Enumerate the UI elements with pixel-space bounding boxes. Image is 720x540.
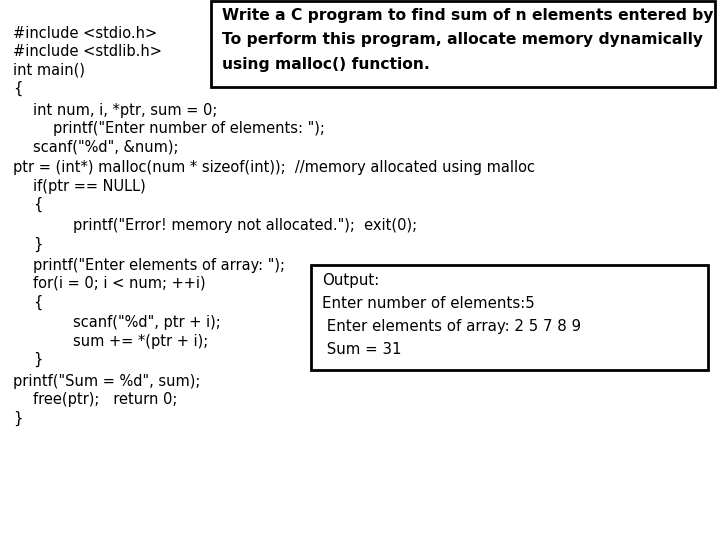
FancyBboxPatch shape bbox=[211, 1, 715, 87]
Text: free(ptr);   return 0;: free(ptr); return 0; bbox=[33, 392, 178, 407]
Text: Write a C program to find sum of n elements entered by user.: Write a C program to find sum of n eleme… bbox=[222, 8, 720, 23]
Text: printf("Sum = %d", sum);: printf("Sum = %d", sum); bbox=[13, 374, 200, 389]
Text: }: } bbox=[33, 352, 42, 367]
FancyBboxPatch shape bbox=[311, 265, 708, 370]
Text: Output:: Output: bbox=[322, 273, 379, 288]
Text: scanf("%d", &num);: scanf("%d", &num); bbox=[33, 139, 179, 154]
Text: if(ptr == NULL): if(ptr == NULL) bbox=[33, 179, 146, 194]
Text: {: { bbox=[13, 81, 22, 96]
Text: To perform this program, allocate memory dynamically: To perform this program, allocate memory… bbox=[222, 32, 703, 48]
Text: {: { bbox=[33, 294, 42, 309]
Text: int num, i, *ptr, sum = 0;: int num, i, *ptr, sum = 0; bbox=[33, 103, 217, 118]
Text: Enter number of elements:5: Enter number of elements:5 bbox=[322, 296, 534, 311]
Text: ptr = (int*) malloc(num * sizeof(int));  //memory allocated using malloc: ptr = (int*) malloc(num * sizeof(int)); … bbox=[13, 160, 535, 176]
Text: #include <stdio.h>: #include <stdio.h> bbox=[13, 26, 157, 41]
Text: Enter elements of array: 2 5 7 8 9: Enter elements of array: 2 5 7 8 9 bbox=[322, 319, 581, 334]
Text: sum += *(ptr + i);: sum += *(ptr + i); bbox=[73, 334, 209, 349]
Text: printf("Enter elements of array: ");: printf("Enter elements of array: "); bbox=[33, 258, 285, 273]
Text: scanf("%d", ptr + i);: scanf("%d", ptr + i); bbox=[73, 315, 221, 330]
Text: }: } bbox=[13, 410, 22, 426]
Text: int main(): int main() bbox=[13, 63, 85, 78]
Text: printf("Error! memory not allocated.");  exit(0);: printf("Error! memory not allocated."); … bbox=[73, 218, 418, 233]
Text: {: { bbox=[33, 197, 42, 212]
Text: Sum = 31: Sum = 31 bbox=[322, 342, 401, 357]
Text: using malloc() function.: using malloc() function. bbox=[222, 57, 430, 72]
Text: #include <stdlib.h>: #include <stdlib.h> bbox=[13, 44, 162, 59]
Text: }: } bbox=[33, 237, 42, 252]
Text: printf("Enter number of elements: ");: printf("Enter number of elements: "); bbox=[53, 121, 325, 136]
Text: for(i = 0; i < num; ++i): for(i = 0; i < num; ++i) bbox=[33, 276, 206, 291]
